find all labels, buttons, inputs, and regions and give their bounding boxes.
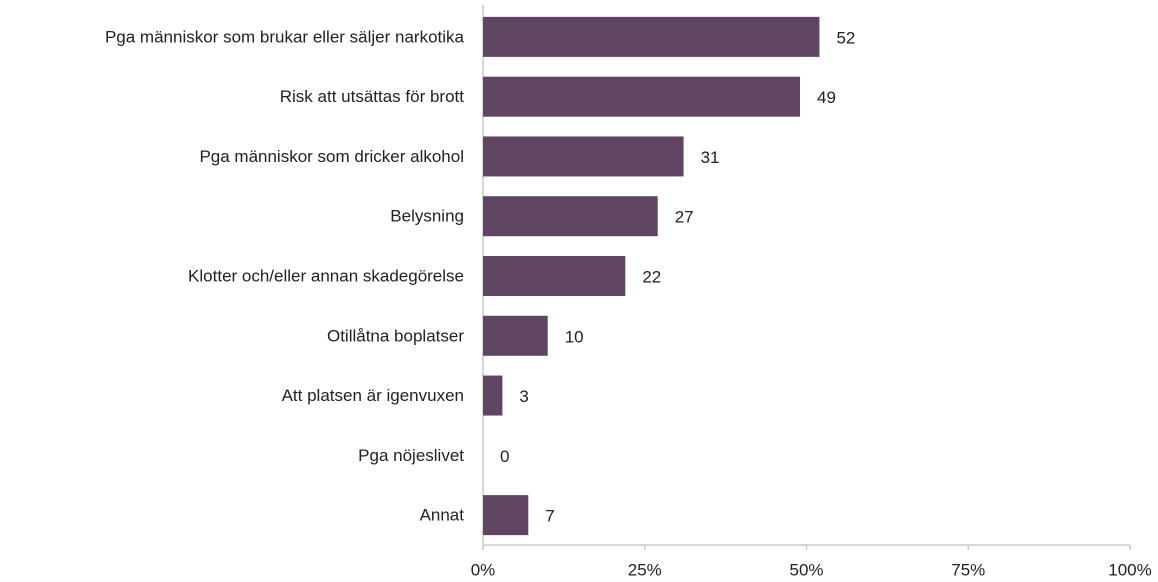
bar xyxy=(483,495,529,536)
bar xyxy=(483,315,548,356)
bar xyxy=(483,76,801,117)
y-tick-label: Pga människor som dricker alkohol xyxy=(199,147,464,166)
bar xyxy=(483,256,626,296)
data-label: 3 xyxy=(519,387,528,406)
bar xyxy=(483,375,503,416)
y-tick-label: Otillåtna boplatser xyxy=(327,326,464,345)
y-tick-label: Att platsen är igenvuxen xyxy=(282,386,464,405)
y-tick-label: Pga nöjeslivet xyxy=(358,446,464,465)
x-tick-label: 0% xyxy=(471,560,496,579)
bar xyxy=(483,136,684,177)
data-label: 22 xyxy=(642,267,661,286)
x-tick-label: 50% xyxy=(789,560,823,579)
y-tick-label: Annat xyxy=(420,506,465,525)
data-label: 10 xyxy=(565,327,584,346)
x-tick-label: 75% xyxy=(951,560,985,579)
y-tick-label: Klotter och/eller annan skadegörelse xyxy=(188,266,464,285)
y-tick-label: Belysning xyxy=(390,207,464,226)
data-label: 31 xyxy=(701,148,720,167)
data-label: 0 xyxy=(500,447,509,466)
data-label: 27 xyxy=(675,208,694,227)
data-label: 7 xyxy=(545,507,554,526)
data-label: 49 xyxy=(817,88,836,107)
y-tick-label: Risk att utsättas för brott xyxy=(280,87,465,106)
x-tick-label: 25% xyxy=(628,560,662,579)
data-label: 52 xyxy=(836,28,855,47)
x-tick-label: 100% xyxy=(1108,560,1151,579)
y-tick-label: Pga människor som brukar eller säljer na… xyxy=(105,27,465,46)
bar xyxy=(483,16,820,57)
bar xyxy=(483,196,658,237)
